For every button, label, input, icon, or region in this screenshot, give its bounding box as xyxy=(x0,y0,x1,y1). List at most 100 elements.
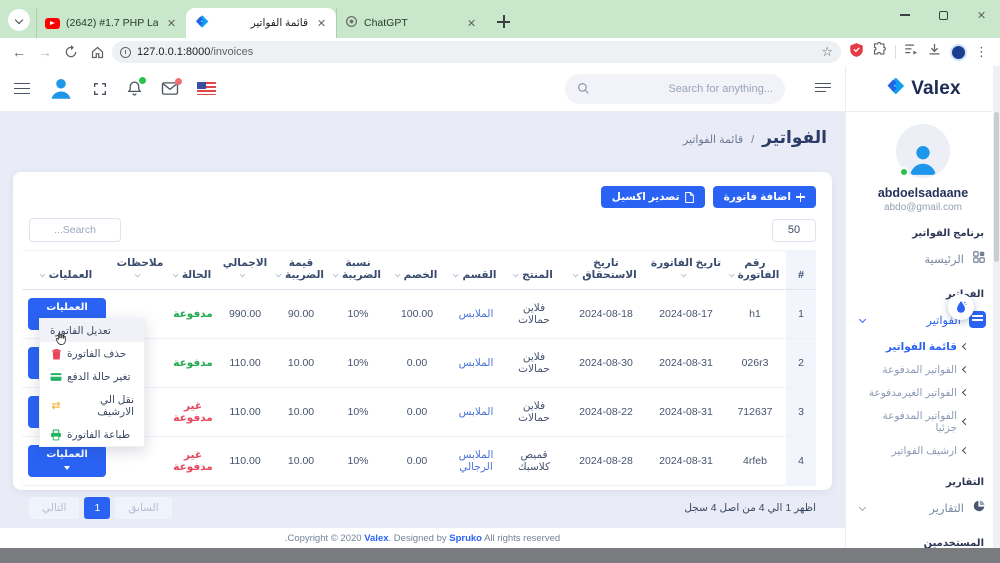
printer-icon xyxy=(50,429,62,441)
sidebar-subitem-partially-paid-invoices[interactable]: الفواتير المدفوعة جزئيا xyxy=(858,404,988,439)
scrollbar-thumb[interactable] xyxy=(994,112,999,262)
user-avatar-icon[interactable] xyxy=(48,76,74,102)
url-input[interactable]: 127.0.0.1:8000/invoices ☆ xyxy=(112,41,841,63)
sidebar-item-reports[interactable]: التقارير xyxy=(858,492,988,523)
trash-icon xyxy=(50,348,62,360)
col-header-tax-value[interactable]: قيمة الضريبة xyxy=(272,250,330,290)
browser-tab-invoices[interactable]: قائمة الفواتير xyxy=(186,8,336,38)
pagination-page-1[interactable]: 1 xyxy=(84,497,111,519)
card-toolbar: اضافة فاتورة تصدير اكسيل xyxy=(13,172,832,208)
col-header-due-date[interactable]: تاريخ الاستحقاق xyxy=(564,250,648,290)
page-length-select[interactable]: 50 xyxy=(772,218,816,242)
site-info-icon[interactable] xyxy=(120,46,131,58)
tax-value-cell: 10.00 xyxy=(272,338,330,388)
theme-switcher-button[interactable] xyxy=(948,294,974,320)
col-header-notes[interactable]: ملاحظات xyxy=(112,250,168,290)
sidebar-item-invoices[interactable]: الفواتير xyxy=(858,304,988,335)
download-icon[interactable] xyxy=(927,42,942,62)
profile-avatar[interactable] xyxy=(896,124,950,178)
sidebar-brand[interactable]: Valex xyxy=(845,66,1000,112)
col-header-total[interactable]: الاجمالي xyxy=(218,250,272,290)
tab-close-icon[interactable] xyxy=(464,16,478,30)
tab-search-button[interactable] xyxy=(8,9,30,31)
browser-menu-icon[interactable]: ⋮ xyxy=(975,44,988,59)
search-icon xyxy=(578,83,589,94)
menu-item-delete-invoice[interactable]: حذف الفاتورة xyxy=(40,342,144,365)
col-header-num[interactable]: # xyxy=(786,250,816,290)
category-link[interactable]: الملابس xyxy=(448,289,504,339)
back-icon[interactable]: ← xyxy=(12,44,26,60)
table-search-input[interactable]: Search... xyxy=(29,218,121,242)
total-cell: 990.00 xyxy=(218,289,272,339)
row-actions-button[interactable]: العمليات xyxy=(28,445,106,477)
copyright-text: Copyright © 2020 Valex. Designed by Spru… xyxy=(284,532,561,544)
footer-brand-link[interactable]: Valex xyxy=(364,532,389,544)
discount-cell: 0.00 xyxy=(386,387,448,437)
sidebar-subitem-invoice-list[interactable]: قائمة الفواتير xyxy=(858,335,988,358)
browser-address-bar: ← → 127.0.0.1:8000/invoices ☆ ⋮ xyxy=(0,38,1000,66)
browser-tab-youtube[interactable]: (2642) #1.7 PHP Laravel Ecomm xyxy=(36,8,186,38)
menu-item-print-invoice[interactable]: طباعة الفاتورة xyxy=(40,423,144,446)
sidebar-subitem-invoice-archive[interactable]: ارشيف الفواتير xyxy=(858,439,988,462)
transfer-arrows-icon: ⇄ xyxy=(51,400,61,412)
col-header-status[interactable]: الحالة xyxy=(168,250,218,290)
home-icon[interactable] xyxy=(86,41,108,63)
profile-name: abdoelsadaane xyxy=(877,186,969,200)
browser-tab-chatgpt[interactable]: ChatGPT xyxy=(336,8,486,38)
col-header-invoice-no[interactable]: رقم الفاتورة xyxy=(724,250,786,290)
breadcrumb: الفواتير / قائمة الفواتير xyxy=(0,112,845,160)
payment-card-icon xyxy=(50,371,62,383)
reading-list-icon[interactable] xyxy=(904,43,919,61)
tab-close-icon[interactable] xyxy=(164,16,178,30)
messages-mail-icon[interactable] xyxy=(161,78,182,96)
notification-dot xyxy=(139,77,146,84)
add-invoice-button[interactable]: اضافة فاتورة xyxy=(712,186,816,208)
forward-icon[interactable]: → xyxy=(38,44,52,60)
language-flag-icon[interactable] xyxy=(197,82,216,95)
list-align-icon[interactable] xyxy=(815,82,831,95)
extensions-puzzle-icon[interactable] xyxy=(872,41,887,62)
discount-cell: 100.00 xyxy=(386,289,448,339)
maximize-button[interactable] xyxy=(924,2,962,28)
col-header-discount[interactable]: الخصم xyxy=(386,250,448,290)
category-link[interactable]: الملابس xyxy=(448,387,504,437)
footer-designer-link[interactable]: Spruko xyxy=(449,532,482,544)
col-header-actions[interactable]: العمليات xyxy=(22,250,112,290)
adblock-shield-icon[interactable] xyxy=(849,42,864,63)
sidebar-item-home[interactable]: الرئيسية xyxy=(858,243,988,274)
menu-item-move-to-archive[interactable]: نقل الي الارشيف ⇄ xyxy=(51,393,134,418)
col-header-tax-rate[interactable]: نسبة الضريبة xyxy=(330,250,386,290)
col-header-product[interactable]: المنتج xyxy=(504,250,564,290)
notifications-bell-icon[interactable] xyxy=(126,77,146,97)
menu-item-change-payment-status[interactable]: تغير حالة الدفع xyxy=(40,365,144,388)
sidebar-toggle-icon[interactable] xyxy=(14,82,30,95)
pagination-next-button[interactable]: التالي xyxy=(29,497,80,519)
browser-profile-avatar[interactable] xyxy=(950,43,967,61)
global-search-input[interactable]: Search for anything... xyxy=(565,73,785,104)
reload-icon[interactable] xyxy=(60,41,82,63)
bookmark-star-icon[interactable]: ☆ xyxy=(821,44,833,59)
profile-email: abdo@gmail.com xyxy=(884,202,962,213)
close-window-button[interactable] xyxy=(962,2,1000,28)
category-link[interactable]: الملابس الرجالي xyxy=(448,436,504,486)
sidebar-subitem-paid-invoices[interactable]: الفواتير المدفوعة xyxy=(858,358,988,381)
category-link[interactable]: الملابس xyxy=(448,338,504,388)
col-header-invoice-date[interactable]: تاريخ الفاتورة xyxy=(648,250,724,290)
table-header-row: # رقم الفاتورة تاريخ الفاتورة تاريخ الاس… xyxy=(22,250,816,290)
product-cell: فلاين حمالات xyxy=(504,387,564,437)
tab-close-icon[interactable] xyxy=(314,16,328,30)
pagination-prev-button[interactable]: السابق xyxy=(115,497,172,519)
fullscreen-icon[interactable] xyxy=(92,81,108,97)
minimize-button[interactable] xyxy=(886,2,924,28)
row-index: 3 xyxy=(786,387,816,437)
breadcrumb-separator: / xyxy=(751,134,755,146)
tax-rate-cell: 10% xyxy=(330,289,386,339)
sidebar-subitem-unpaid-invoices[interactable]: الفواتير الغيرمدفوعة xyxy=(858,381,988,404)
export-excel-button[interactable]: تصدير اكسيل xyxy=(600,186,705,208)
invoice-no-cell: 712637 xyxy=(724,387,786,437)
menu-item-edit-invoice[interactable]: تعديل الفاتورة xyxy=(40,319,144,346)
col-header-category[interactable]: القسم xyxy=(448,250,504,290)
new-tab-button[interactable] xyxy=(492,10,516,34)
page-scrollbar[interactable] xyxy=(993,66,1000,548)
